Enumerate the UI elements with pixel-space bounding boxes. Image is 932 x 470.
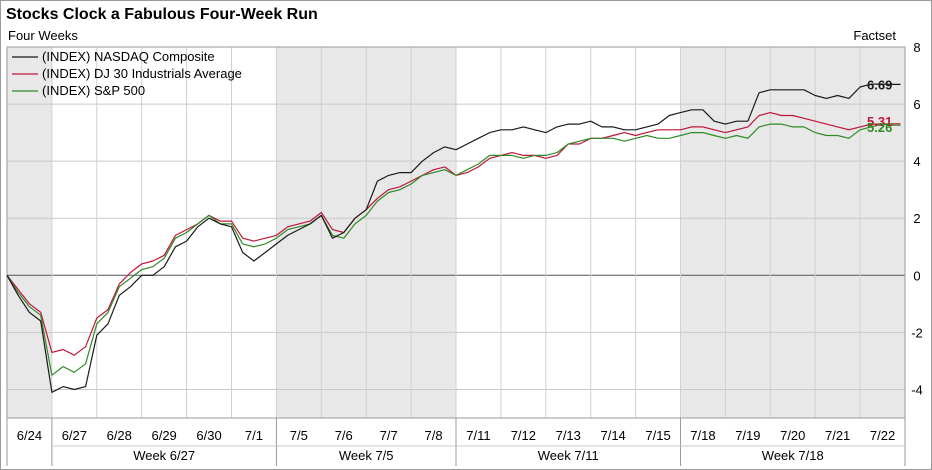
nasdaq-end-label: 6.69 <box>867 77 892 92</box>
x-tick-label: 7/15 <box>645 428 670 443</box>
x-tick-label: 7/1 <box>245 428 263 443</box>
dj-end-label: 5.31 <box>867 114 892 129</box>
x-tick-label: 7/11 <box>466 428 490 443</box>
week-label: Week 7/18 <box>762 448 824 463</box>
x-tick-label: 7/13 <box>556 428 581 443</box>
x-tick-label: 7/12 <box>511 428 536 443</box>
sp-end-label: 5.26 <box>867 120 892 135</box>
y-tick-label: 8 <box>913 40 920 55</box>
x-tick-label: 7/7 <box>380 428 398 443</box>
x-tick-label: 6/30 <box>196 428 221 443</box>
source-label: Factset <box>853 28 896 43</box>
x-tick-label: 7/20 <box>780 428 805 443</box>
x-tick-label: 6/24 <box>17 428 42 443</box>
x-tick-label: 7/6 <box>335 428 353 443</box>
legend-item-nasdaq: (INDEX) NASDAQ Composite <box>42 49 215 64</box>
x-tick-label: 7/18 <box>690 428 715 443</box>
sp-line <box>6 123 901 376</box>
x-tick-label: 6/27 <box>62 428 87 443</box>
y-tick-label: 2 <box>913 211 920 226</box>
y-tick-label: -2 <box>911 325 923 340</box>
week-label: Week 7/11 <box>538 448 599 463</box>
x-tick-label: 7/21 <box>825 428 850 443</box>
x-tick-label: 7/8 <box>425 428 443 443</box>
week-label: Week 6/27 <box>133 448 195 463</box>
week-label: Week 7/5 <box>339 448 394 463</box>
y-tick-label: 4 <box>913 154 920 169</box>
y-tick-label: -4 <box>911 382 923 397</box>
nasdaq-line <box>6 83 901 393</box>
legend-item-sp: (INDEX) S&P 500 <box>42 83 145 98</box>
shade-band-prev-week <box>7 47 52 418</box>
y-tick-label: 0 <box>913 268 920 283</box>
x-tick-label: 6/29 <box>151 428 176 443</box>
chart-title: Stocks Clock a Fabulous Four-Week Run <box>6 6 318 23</box>
shade-band-week <box>680 47 905 418</box>
x-tick-label: 7/5 <box>290 428 308 443</box>
y-tick-label: 6 <box>913 97 920 112</box>
legend-item-dj: (INDEX) DJ 30 Industrials Average <box>42 66 242 81</box>
x-tick-label: 6/28 <box>107 428 132 443</box>
x-tick-label: 7/14 <box>600 428 625 443</box>
x-tick-label: 7/22 <box>870 428 895 443</box>
chart-subtitle: Four Weeks <box>8 28 78 43</box>
x-tick-label: 7/19 <box>735 428 760 443</box>
